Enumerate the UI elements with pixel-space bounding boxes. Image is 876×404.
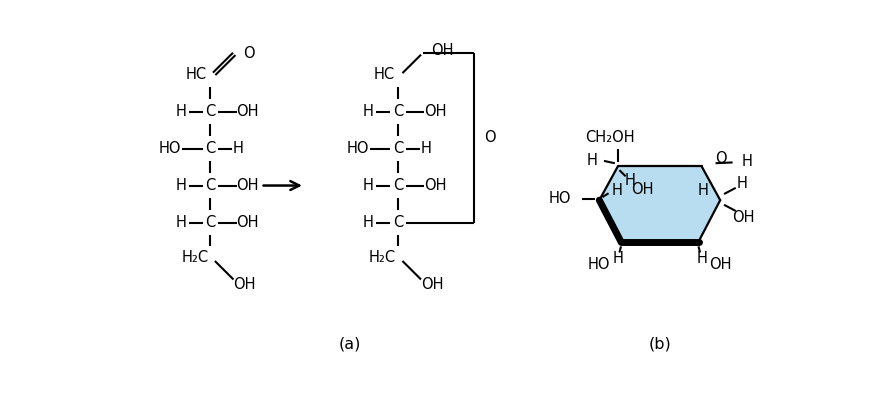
Text: H: H [697, 183, 709, 198]
Text: H: H [625, 173, 636, 188]
Text: (b): (b) [648, 337, 671, 351]
Text: H: H [175, 215, 187, 230]
Text: OH: OH [632, 182, 654, 197]
Text: C: C [392, 178, 403, 193]
Text: C: C [205, 141, 215, 156]
Text: HC: HC [373, 67, 395, 82]
Text: C: C [205, 178, 215, 193]
Text: OH: OH [732, 210, 755, 225]
Text: H: H [175, 178, 187, 193]
Text: HO: HO [346, 141, 369, 156]
Text: CH₂OH: CH₂OH [585, 130, 635, 145]
Text: H: H [175, 104, 187, 119]
Text: C: C [392, 215, 403, 230]
Text: H: H [363, 215, 374, 230]
Text: H: H [737, 176, 747, 191]
Text: H₂C: H₂C [369, 250, 396, 265]
Text: OH: OH [420, 278, 443, 292]
Text: O: O [243, 46, 254, 61]
Text: OH: OH [431, 42, 454, 57]
Text: HO: HO [159, 141, 181, 156]
Text: O: O [484, 130, 496, 145]
Text: HO: HO [588, 257, 611, 272]
Text: OH: OH [233, 278, 256, 292]
Text: C: C [205, 215, 215, 230]
Text: H: H [420, 141, 431, 156]
Text: OH: OH [237, 215, 258, 230]
Text: H: H [587, 153, 597, 168]
Text: H₂C: H₂C [181, 250, 208, 265]
Text: C: C [205, 104, 215, 119]
Text: (a): (a) [338, 337, 361, 351]
Text: H: H [612, 251, 624, 266]
Polygon shape [599, 166, 720, 242]
Text: OH: OH [424, 104, 446, 119]
Text: HO: HO [549, 191, 571, 206]
Text: OH: OH [237, 178, 258, 193]
Text: H: H [363, 178, 374, 193]
Text: C: C [392, 141, 403, 156]
Text: HC: HC [186, 67, 207, 82]
Text: H: H [233, 141, 244, 156]
Text: C: C [392, 104, 403, 119]
Text: H: H [696, 251, 707, 266]
Text: H: H [742, 154, 752, 169]
Text: O: O [716, 151, 727, 166]
Text: OH: OH [237, 104, 258, 119]
Text: OH: OH [424, 178, 446, 193]
Text: H: H [611, 183, 623, 198]
Text: OH: OH [709, 257, 731, 272]
Text: H: H [363, 104, 374, 119]
